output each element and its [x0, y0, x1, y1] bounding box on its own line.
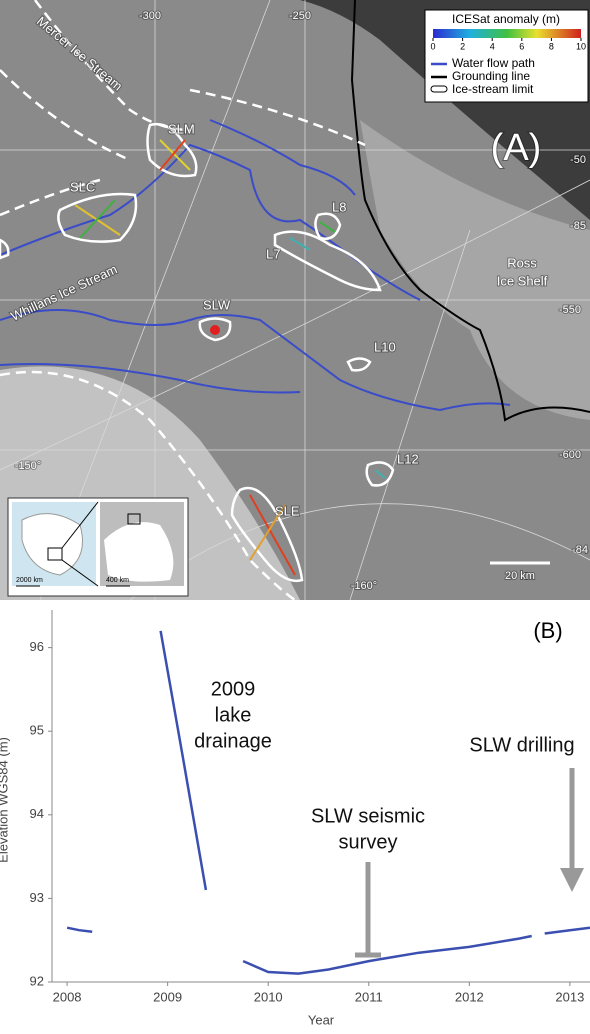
colorbar-tick-label: 10: [576, 41, 586, 51]
x-tick-label: 2012: [455, 989, 484, 1004]
annotation-arrows: [355, 768, 584, 955]
ice-shelf-label: Ross: [507, 255, 537, 270]
y-tick-label: 94: [30, 806, 44, 821]
panel-label: (B): [533, 618, 562, 643]
colorbar-tick-label: 4: [490, 41, 495, 51]
grid-label: -300: [139, 10, 161, 22]
map-panel: (A) SLM SLC L8 L7 SLW L10 L12 SLE Mercer…: [0, 0, 590, 600]
x-tick-label: 2013: [555, 989, 584, 1004]
annotation: lake: [215, 704, 252, 726]
legend-item: Ice-stream limit: [452, 82, 534, 96]
legend: ICESat anomaly (m) 0 2 4 6 8 10 Water flow pa…: [425, 10, 588, 102]
y-tick-label: 92: [30, 973, 44, 988]
inset-scale-label: 400 km: [106, 577, 129, 584]
annotation: drainage: [194, 730, 272, 752]
colorbar-tick-label: 6: [519, 41, 524, 51]
lake-label: L10: [374, 339, 396, 354]
lake-label: L8: [332, 199, 346, 214]
page: {"map": { "panel_label": "(A)", "legend"…: [0, 0, 590, 1029]
colorbar-tick-label: 8: [549, 41, 554, 51]
series-line: [67, 631, 590, 974]
grid-label: -84: [572, 544, 588, 556]
grid-label: -600: [559, 449, 581, 461]
y-tick-label: 95: [30, 723, 44, 738]
x-tick-label: 2011: [355, 989, 383, 1004]
grid-label: -550: [559, 304, 581, 316]
y-axis-label: Elevation WGS84 (m): [0, 737, 10, 863]
legend-item: Water flow path: [452, 56, 535, 70]
lake-label: L7: [266, 246, 280, 261]
lake-label: SLW: [203, 297, 231, 312]
x-tick-label: 2009: [153, 989, 182, 1004]
lake-label: SLM: [168, 121, 195, 136]
annotation: SLW seismic: [311, 805, 425, 827]
lake-label: L12: [397, 451, 419, 466]
grid-label: -160°: [351, 580, 377, 592]
insets: 2000 km 400 km: [8, 498, 188, 596]
legend-item: Grounding line: [452, 69, 530, 83]
legend-title: ICESat anomaly (m): [452, 12, 560, 26]
grid-label: -85: [570, 220, 586, 232]
chart-panel: (B) Elevation WGS84 (m) Year 2009 lake d…: [0, 610, 590, 1027]
annotation: SLW drilling: [469, 734, 574, 756]
x-tick-label: 2010: [254, 989, 283, 1004]
colorbar-tick-label: 2: [460, 41, 465, 51]
legend-swatch: [431, 86, 447, 92]
inset-scale-label: 2000 km: [16, 577, 43, 584]
y-tick-label: 93: [30, 890, 44, 905]
grid-label: -50: [570, 154, 586, 166]
grid-label: -250: [289, 10, 311, 22]
annotation: 2009: [211, 678, 256, 700]
lake-label: SLC: [70, 179, 95, 194]
lake-label: SLE: [275, 503, 300, 518]
colorbar: [433, 29, 581, 38]
scale-label: 20 km: [505, 570, 535, 582]
grid-label: -150°: [15, 460, 41, 472]
figure: (A) SLM SLC L8 L7 SLW L10 L12 SLE Mercer…: [0, 0, 590, 1029]
y-tick-label: 96: [30, 639, 44, 654]
colorbar-tick-label: 0: [430, 41, 435, 51]
panel-label: (A): [491, 127, 542, 169]
ice-shelf-label: Ice Shelf: [497, 273, 548, 288]
annotation: survey: [339, 831, 398, 853]
x-tick-label: 2008: [53, 989, 82, 1004]
x-axis-label: Year: [308, 1012, 335, 1027]
